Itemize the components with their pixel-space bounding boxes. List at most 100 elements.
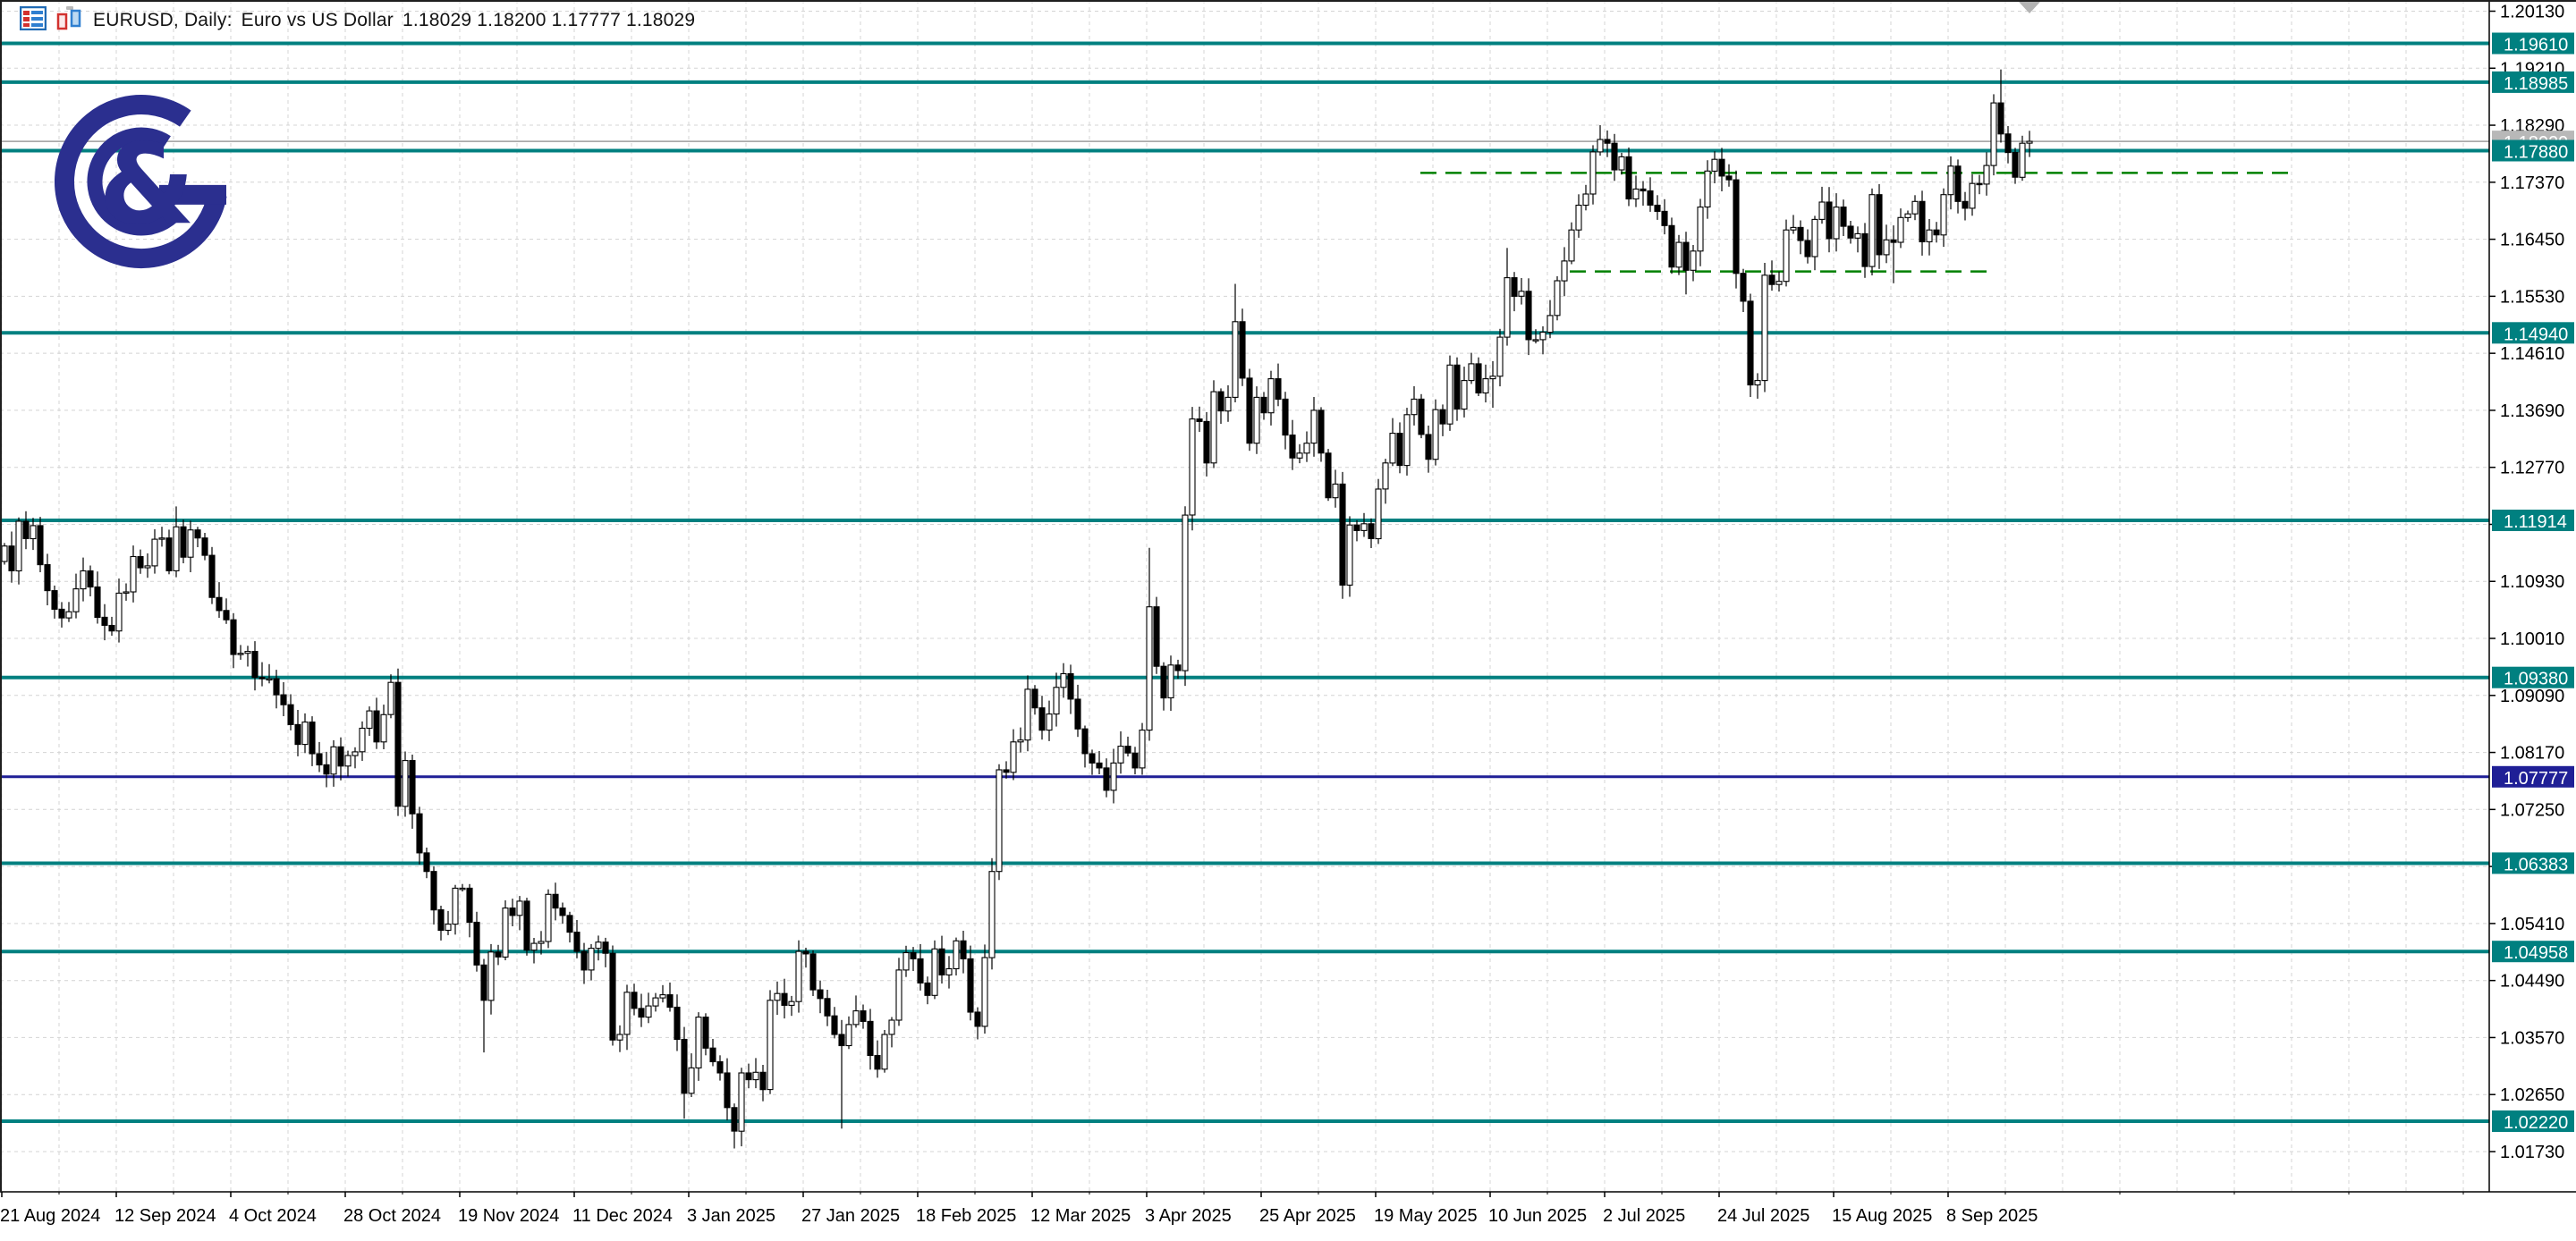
new-chart-icon[interactable] <box>55 5 84 36</box>
candle-body <box>960 940 967 959</box>
candle-body <box>910 951 917 959</box>
candle-body <box>2004 133 2012 154</box>
candle-body <box>752 1071 759 1081</box>
candle-body <box>1811 218 1818 257</box>
chart-title-bar: EURUSD, Daily: Euro vs US Dollar 1.18029… <box>19 5 696 36</box>
candle-body <box>1024 688 1031 741</box>
level-price-badge <box>2492 510 2574 531</box>
candle-body <box>1253 396 1260 444</box>
candle-body <box>8 545 15 571</box>
candle-body <box>1182 514 1189 671</box>
level-price-badge <box>2492 941 2574 963</box>
time-scale[interactable]: 21 Aug 2024 12 Sep 2024 4 Oct 2024 28 Oct 2… <box>0 1192 2464 1226</box>
candle-body <box>860 1010 867 1022</box>
date-tick-label: 12 Sep 2024 <box>114 1206 216 1226</box>
candle-body <box>394 681 402 807</box>
candle-body <box>1432 409 1439 460</box>
candle-body <box>1983 165 1990 185</box>
candle-body <box>380 713 387 743</box>
candle-body <box>545 893 552 942</box>
price-scale[interactable]: 1.201301.192101.182901.173701.164501.155… <box>2489 3 2564 1163</box>
candle-body <box>1697 207 1704 252</box>
title-description: Euro vs US Dollar <box>241 10 394 30</box>
candle-body <box>1876 194 1883 256</box>
candle-body <box>1962 200 1969 209</box>
candle-body <box>1969 182 1976 209</box>
candle-body <box>2012 151 2019 178</box>
candle-body <box>1210 391 1217 464</box>
date-tick-label: 25 Apr 2025 <box>1259 1206 1356 1226</box>
price-tick-label: 1.12770 <box>2500 459 2564 478</box>
candles-layer[interactable] <box>1 69 2033 1149</box>
candle-body <box>452 887 459 925</box>
symbol-list-icon[interactable] <box>19 5 47 36</box>
candle-body <box>1933 229 1940 236</box>
price-tick-label: 1.14610 <box>2500 344 2564 364</box>
candle-body <box>609 952 616 1041</box>
date-tick-label: 3 Jan 2025 <box>687 1206 775 1226</box>
candle-body <box>1468 363 1475 382</box>
price-tick-label: 1.01730 <box>2500 1143 2564 1162</box>
candle-body <box>1439 409 1446 425</box>
date-tick-label: 27 Jan 2025 <box>801 1206 900 1226</box>
candle-body <box>287 704 294 725</box>
date-tick-label: 19 Nov 2024 <box>458 1206 559 1226</box>
date-tick-label: 12 Mar 2025 <box>1030 1206 1131 1226</box>
candle-body <box>1668 224 1675 268</box>
candle-body <box>144 565 151 569</box>
candle-body <box>1797 226 1804 241</box>
candle-body <box>681 1038 688 1094</box>
candle-body <box>487 951 495 1001</box>
price-tick-label: 1.10010 <box>2500 629 2564 649</box>
candle-body <box>15 520 22 572</box>
candle-body <box>1067 672 1074 700</box>
candle-body <box>502 908 509 958</box>
candle-body <box>595 941 602 950</box>
candle-body <box>201 537 208 556</box>
candle-body <box>1775 281 1783 285</box>
candle-body <box>1167 664 1174 699</box>
candle-body <box>1475 363 1482 394</box>
candle-body <box>616 1034 623 1041</box>
candle-body <box>423 852 430 873</box>
candle-body <box>1296 452 1303 459</box>
candle-body <box>1389 433 1396 464</box>
date-tick-label: 19 May 2025 <box>1374 1206 1478 1226</box>
candle-body <box>738 1072 745 1132</box>
candle-body <box>1747 300 1754 386</box>
candle-body <box>1861 232 1868 267</box>
candle-body <box>602 941 609 954</box>
candle-body <box>1346 524 1353 586</box>
candle-body <box>623 992 631 1035</box>
candle-body <box>1411 398 1418 416</box>
candle-body <box>845 1024 852 1047</box>
candle-body <box>1010 741 1017 773</box>
candle-body <box>1675 241 1682 268</box>
candle-body <box>1818 201 1826 220</box>
candle-body <box>1611 142 1618 171</box>
candle-body <box>1325 452 1332 499</box>
candle-body <box>437 909 445 932</box>
candle-body <box>509 908 516 916</box>
candle-body <box>1131 752 1139 769</box>
candle-body <box>1682 241 1690 271</box>
svg-text:1.04958: 1.04958 <box>2504 943 2568 963</box>
candle-body <box>953 940 960 970</box>
svg-text:1.17880: 1.17880 <box>2504 143 2568 163</box>
price-tick-label: 1.08170 <box>2500 744 2564 764</box>
candle-body <box>1117 746 1124 764</box>
level-price-badge <box>2492 139 2574 162</box>
candle-body <box>1546 315 1554 333</box>
candle-body <box>1239 321 1246 379</box>
candle-body <box>230 619 237 655</box>
candle-body <box>316 753 323 766</box>
candle-body <box>759 1071 767 1091</box>
candle-body <box>1203 420 1210 464</box>
candle-body <box>895 969 902 1021</box>
title-ohlc-quote: 1.18029 1.18200 1.17777 1.18029 <box>402 10 696 30</box>
candle-body <box>1833 207 1840 240</box>
candle-body <box>1625 156 1632 200</box>
candle-body <box>588 948 595 971</box>
axes <box>0 0 2576 1193</box>
